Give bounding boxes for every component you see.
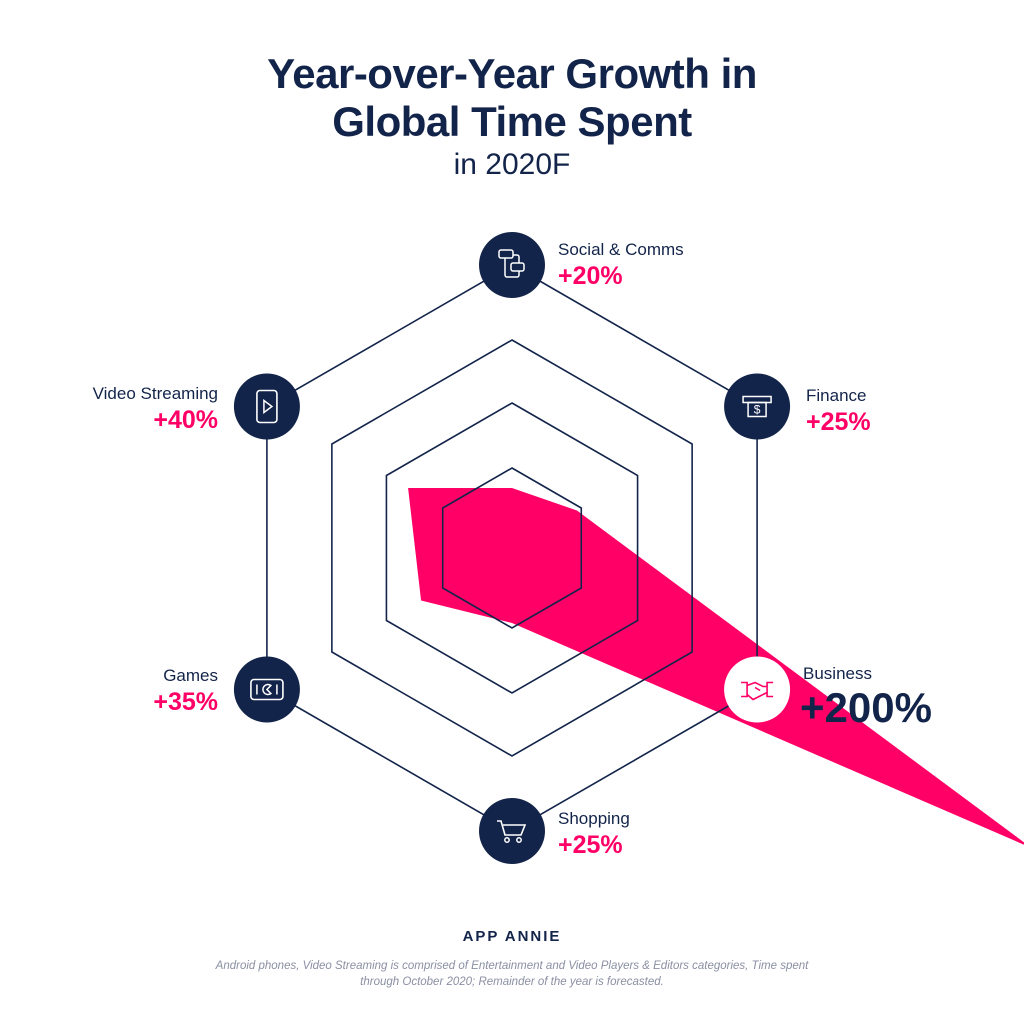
node-video-streaming [233, 373, 300, 440]
value-games: +35% [153, 688, 218, 716]
shopping-cart-icon [497, 820, 527, 843]
video-play-icon [256, 389, 278, 424]
label-shopping: Shopping [558, 809, 630, 828]
grid-ring-2 [385, 402, 639, 694]
svg-text:$: $ [754, 403, 761, 417]
value-shopping: +25% [558, 831, 623, 859]
value-video: +40% [153, 406, 218, 434]
chat-phone-icon [498, 249, 525, 278]
gamepad-icon [250, 678, 284, 701]
handshake-icon [741, 681, 774, 701]
chart-title: Year-over-Year Growth in Global Time Spe… [0, 50, 1024, 146]
chart-subtitle: in 2020F [453, 148, 571, 181]
grid-ring-1 [441, 467, 583, 629]
value-finance: +25% [806, 408, 871, 436]
title-line-1: Year-over-Year Growth in [267, 50, 757, 97]
label-social: Social & Comms [558, 240, 684, 259]
data-area [408, 488, 1024, 845]
node-finance [724, 373, 791, 440]
title-line-2: Global Time Spent [332, 98, 692, 145]
label-games: Games [163, 666, 218, 685]
atm-cash-icon: $ [742, 395, 772, 418]
label-video: Video Streaming [92, 384, 218, 403]
footnote: Android phones, Video Streaming is compr… [215, 960, 809, 988]
node-shopping [479, 798, 545, 864]
label-business: Business [803, 664, 872, 683]
value-business: +200% [800, 684, 932, 731]
value-social: +20% [558, 262, 623, 290]
grid-ring-3 [331, 339, 693, 757]
label-finance: Finance [806, 386, 867, 405]
brand-logo-text: APP ANNIE [462, 928, 562, 945]
